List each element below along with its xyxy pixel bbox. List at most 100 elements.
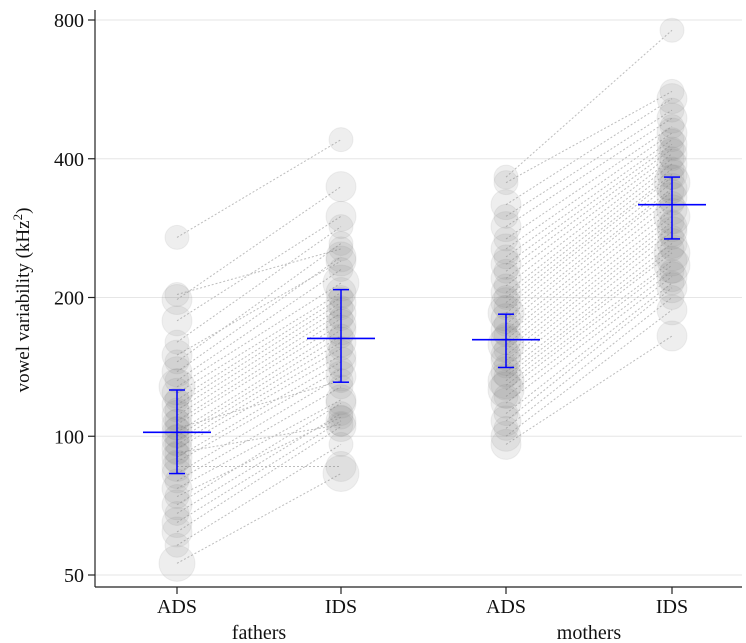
data-point-ads: [164, 282, 190, 308]
pair-line: [505, 237, 673, 367]
x-tick-label: IDS: [325, 596, 357, 618]
data-point-ads: [490, 262, 522, 294]
data-point-ids: [659, 136, 685, 162]
pair-line: [176, 248, 342, 296]
pair-line: [176, 307, 342, 411]
data-point-ads: [490, 369, 522, 401]
data-point-ids: [656, 294, 688, 326]
data-point-ads: [158, 544, 196, 582]
pair-line: [505, 221, 673, 351]
pair-line: [505, 117, 673, 228]
pair-line: [176, 354, 342, 450]
pair-line: [505, 176, 673, 309]
pair-line: [176, 256, 342, 373]
data-point-ads: [493, 258, 519, 284]
data-point-ads: [493, 285, 519, 310]
data-point-ads: [490, 420, 522, 452]
pair-line: [176, 312, 342, 416]
pair-line: [505, 132, 673, 250]
pair-line: [176, 186, 342, 300]
pair-line: [505, 282, 673, 414]
data-point-ads: [493, 415, 519, 441]
data-point-ids: [328, 230, 354, 256]
pair-line: [505, 196, 673, 331]
data-point-ids: [322, 455, 360, 493]
data-point-ids: [328, 401, 354, 427]
y-tick-label: 200: [54, 288, 84, 310]
data-point-ads: [164, 532, 190, 558]
pair-line: [505, 209, 673, 341]
y-axis-title: vowel variability (kHz2): [10, 208, 35, 393]
x-ticks: ADS IDS ADS IDS: [157, 587, 688, 618]
pair-line: [176, 424, 342, 454]
mean-error-bars: [143, 176, 706, 475]
pair-line: [176, 329, 342, 433]
data-point-ads: [164, 329, 190, 355]
pair-line: [176, 323, 342, 426]
pair-line: [176, 375, 342, 474]
pair-line: [176, 335, 342, 437]
data-point-ads: [490, 277, 522, 309]
data-point-ads: [161, 356, 193, 388]
pair-lines: [176, 29, 673, 564]
y-axis-title-superscript: 2: [10, 214, 25, 221]
data-point-ids: [659, 97, 685, 123]
data-point-ads: [490, 248, 522, 280]
pair-line: [505, 139, 673, 258]
data-point-ids: [325, 241, 357, 273]
data-point-ids: [656, 83, 688, 115]
pair-line: [505, 109, 673, 217]
pair-line: [505, 264, 673, 391]
pair-line: [505, 243, 673, 373]
y-axis-title-main: vowel variability (kHz: [13, 220, 34, 392]
data-point-ids: [656, 117, 688, 149]
data-point-ids: [656, 128, 688, 160]
data-point-ids: [659, 78, 685, 104]
group-labels: fathers mothers: [232, 622, 622, 643]
data-point-ids: [325, 410, 357, 442]
pair-line: [176, 402, 342, 506]
data-point-ids: [328, 412, 354, 438]
data-point-ids: [328, 257, 354, 283]
data-point-ids: [325, 384, 357, 416]
pair-line: [176, 420, 342, 523]
pair-line: [505, 260, 673, 386]
data-point-ids: [653, 246, 691, 284]
data-point-ads: [164, 500, 190, 526]
pair-line: [176, 348, 342, 445]
data-point-ads: [493, 226, 519, 252]
pair-line: [176, 260, 342, 356]
x-tick-label: IDS: [656, 596, 688, 618]
pair-line: [176, 318, 342, 422]
pair-line: [176, 269, 342, 382]
data-points: [158, 17, 691, 582]
pair-line: [176, 139, 342, 238]
data-point-ads: [490, 387, 522, 419]
data-point-ids: [325, 405, 357, 437]
y-axis-title-close: ): [13, 208, 34, 214]
y-tick-label: 800: [54, 10, 84, 32]
data-point-ads: [164, 349, 190, 375]
pair-line: [505, 153, 673, 279]
pair-line: [176, 368, 342, 463]
data-point-ads: [164, 484, 190, 510]
data-point-ids: [328, 404, 354, 430]
pair-line: [176, 386, 342, 482]
data-point-ids: [659, 285, 685, 310]
data-point-ids: [659, 258, 685, 284]
pair-line: [505, 29, 673, 178]
data-point-ids: [656, 102, 688, 134]
pair-line: [505, 173, 673, 303]
data-point-ads: [493, 244, 519, 270]
data-point-ads: [161, 339, 193, 371]
data-point-ids: [325, 171, 357, 203]
data-point-ads: [161, 489, 193, 521]
data-point-ids: [656, 261, 688, 293]
data-point-ids: [659, 146, 685, 172]
pair-line: [176, 413, 342, 514]
data-point-ids: [659, 127, 685, 153]
data-point-ids: [656, 245, 688, 277]
data-point-ids: [325, 387, 357, 419]
data-point-ads: [490, 233, 522, 265]
